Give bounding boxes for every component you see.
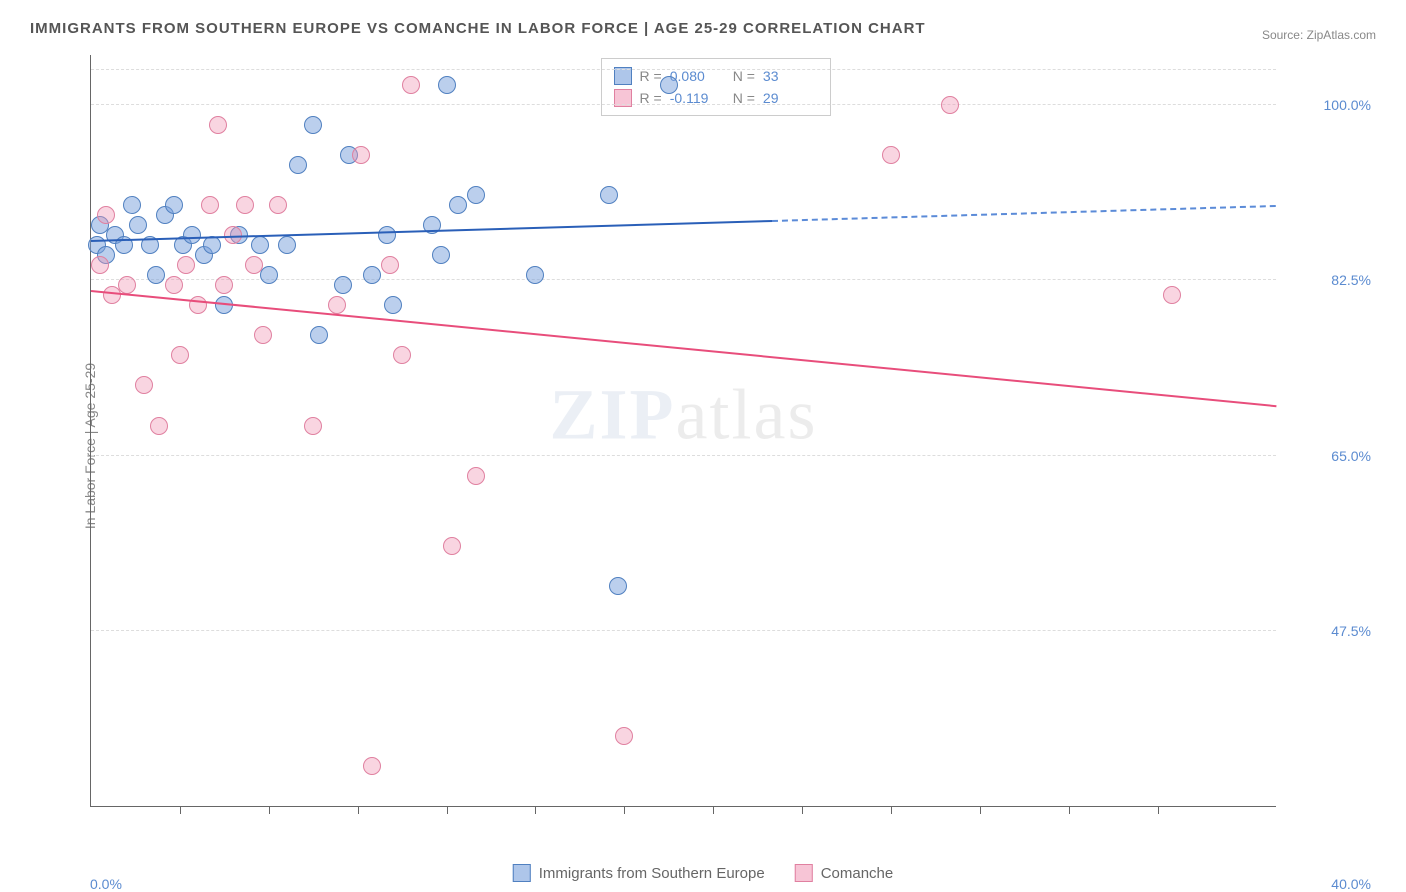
scatter-point xyxy=(118,276,136,294)
x-axis-max-label: 40.0% xyxy=(1331,876,1371,892)
legend-item-blue: Immigrants from Southern Europe xyxy=(513,864,765,882)
scatter-point xyxy=(97,206,115,224)
bottom-legend: Immigrants from Southern Europe Comanche xyxy=(513,864,893,882)
scatter-point xyxy=(363,266,381,284)
legend-item-pink: Comanche xyxy=(795,864,894,882)
scatter-point xyxy=(171,346,189,364)
source-citation: Source: ZipAtlas.com xyxy=(1262,28,1376,42)
gridline xyxy=(91,455,1276,456)
x-tick xyxy=(1069,806,1070,814)
chart-title: IMMIGRANTS FROM SOUTHERN EUROPE VS COMAN… xyxy=(30,20,1376,37)
scatter-point xyxy=(449,196,467,214)
scatter-point xyxy=(203,236,221,254)
scatter-point xyxy=(438,76,456,94)
scatter-point xyxy=(147,266,165,284)
scatter-point xyxy=(402,76,420,94)
scatter-point xyxy=(165,196,183,214)
x-tick xyxy=(713,806,714,814)
x-tick xyxy=(1158,806,1159,814)
scatter-point xyxy=(135,376,153,394)
scatter-point xyxy=(609,577,627,595)
scatter-point xyxy=(1163,286,1181,304)
regression-line xyxy=(772,205,1276,222)
x-tick xyxy=(358,806,359,814)
gridline xyxy=(91,104,1276,105)
scatter-point xyxy=(289,156,307,174)
scatter-point xyxy=(882,146,900,164)
scatter-point xyxy=(278,236,296,254)
scatter-point xyxy=(352,146,370,164)
scatter-point xyxy=(260,266,278,284)
x-tick xyxy=(980,806,981,814)
scatter-point xyxy=(381,256,399,274)
scatter-point xyxy=(467,467,485,485)
scatter-point xyxy=(600,186,618,204)
pink-swatch-icon xyxy=(795,864,813,882)
scatter-point xyxy=(941,96,959,114)
scatter-point xyxy=(393,346,411,364)
scatter-point xyxy=(150,417,168,435)
stats-row-pink: R = -0.119 N = 29 xyxy=(614,87,818,109)
scatter-point xyxy=(269,196,287,214)
scatter-point xyxy=(467,186,485,204)
plot-region: ZIPatlas R = 0.080 N = 33 R = -0.119 N =… xyxy=(90,55,1276,807)
scatter-point xyxy=(526,266,544,284)
x-tick xyxy=(180,806,181,814)
regression-line xyxy=(91,290,1276,407)
scatter-point xyxy=(251,236,269,254)
scatter-point xyxy=(254,326,272,344)
scatter-point xyxy=(304,417,322,435)
gridline xyxy=(91,69,1276,70)
scatter-point xyxy=(165,276,183,294)
y-tick-label: 65.0% xyxy=(1286,448,1371,464)
x-axis-min-label: 0.0% xyxy=(90,876,122,892)
x-tick xyxy=(447,806,448,814)
scatter-point xyxy=(310,326,328,344)
y-tick-label: 82.5% xyxy=(1286,272,1371,288)
scatter-point xyxy=(384,296,402,314)
y-tick-label: 47.5% xyxy=(1286,623,1371,639)
x-tick xyxy=(624,806,625,814)
scatter-point xyxy=(245,256,263,274)
chart-container: IMMIGRANTS FROM SOUTHERN EUROPE VS COMAN… xyxy=(0,0,1406,892)
scatter-point xyxy=(177,256,195,274)
scatter-point xyxy=(328,296,346,314)
scatter-point xyxy=(201,196,219,214)
chart-area: In Labor Force | Age 25-29 ZIPatlas R = … xyxy=(60,55,1376,837)
scatter-point xyxy=(215,276,233,294)
watermark: ZIPatlas xyxy=(550,374,818,457)
blue-swatch-icon xyxy=(513,864,531,882)
scatter-point xyxy=(443,537,461,555)
scatter-point xyxy=(432,246,450,264)
scatter-point xyxy=(304,116,322,134)
x-tick xyxy=(891,806,892,814)
scatter-point xyxy=(378,226,396,244)
x-tick xyxy=(802,806,803,814)
scatter-point xyxy=(334,276,352,294)
scatter-point xyxy=(209,116,227,134)
y-tick-label: 100.0% xyxy=(1286,97,1371,113)
scatter-point xyxy=(660,76,678,94)
x-tick xyxy=(535,806,536,814)
scatter-point xyxy=(363,757,381,775)
stats-legend-box: R = 0.080 N = 33 R = -0.119 N = 29 xyxy=(601,58,831,116)
scatter-point xyxy=(236,196,254,214)
scatter-point xyxy=(183,226,201,244)
scatter-point xyxy=(91,256,109,274)
scatter-point xyxy=(123,196,141,214)
x-tick xyxy=(269,806,270,814)
scatter-point xyxy=(615,727,633,745)
scatter-point xyxy=(129,216,147,234)
gridline xyxy=(91,630,1276,631)
